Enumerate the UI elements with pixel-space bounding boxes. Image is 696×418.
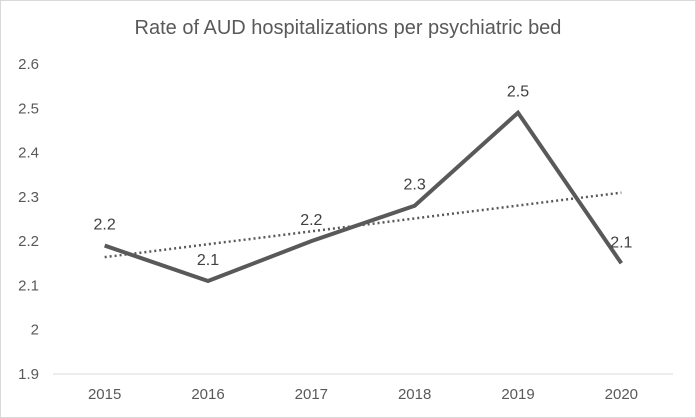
y-tick-label: 2.2 [18, 233, 39, 250]
x-tick-label: 2017 [295, 386, 328, 403]
x-tick-label: 2018 [398, 386, 431, 403]
y-tick-label: 1.9 [18, 366, 39, 383]
x-tick-label: 2016 [191, 386, 224, 403]
series-line [104, 109, 623, 284]
y-tick-label: 2.3 [18, 189, 39, 206]
y-tick-label: 2.1 [18, 277, 39, 294]
x-tick-label: 2019 [501, 386, 534, 403]
y-tick-label: 2.6 [18, 56, 39, 73]
data-label: 2.1 [610, 234, 632, 251]
data-labels: 2.2 2.1 2.2 2.3 2.5 2.1 [94, 84, 633, 269]
y-tick-label: 2 [31, 322, 39, 339]
x-tick-label: 2015 [88, 386, 121, 403]
data-label: 2.2 [300, 212, 322, 229]
data-label: 2.5 [507, 84, 529, 101]
y-tick-label: 2.5 [18, 100, 39, 117]
data-label: 2.2 [94, 217, 116, 234]
y-tick-label: 2.4 [18, 145, 39, 162]
y-axis-tick-labels: 1.9 2 2.1 2.2 2.3 2.4 2.5 2.6 [18, 56, 39, 383]
x-axis-tick-labels: 2015 2016 2017 2018 2019 2020 [88, 386, 638, 403]
x-tick-label: 2020 [605, 386, 638, 403]
data-label: 2.3 [404, 177, 426, 194]
series-layer [104, 109, 623, 284]
chart-title: Rate of AUD hospitalizations per psychia… [135, 17, 562, 39]
data-label: 2.1 [197, 252, 219, 269]
